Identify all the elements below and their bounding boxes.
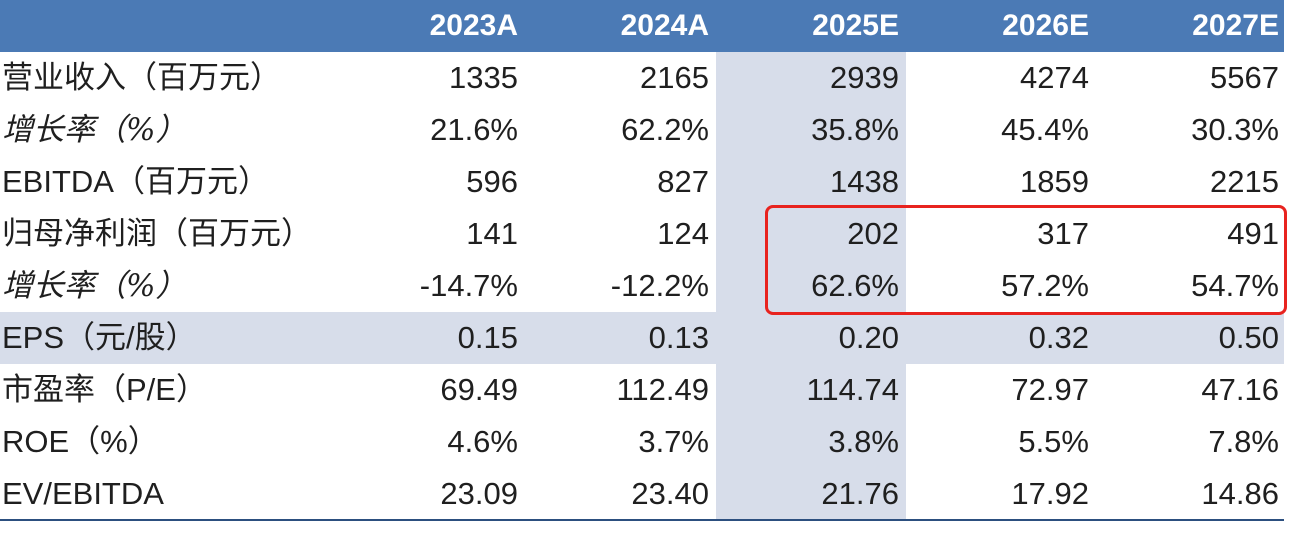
table-cell: 45.4% <box>1001 112 1089 147</box>
table-cell: 141 <box>466 216 518 251</box>
table-cell: 5567 <box>1210 60 1279 95</box>
row-label: EV/EBITDA <box>2 476 164 511</box>
table-cell: 317 <box>1037 216 1089 251</box>
table-cell: 14.86 <box>1201 476 1279 511</box>
table-cell: -12.2% <box>610 268 709 303</box>
table-cell: 1335 <box>449 60 518 95</box>
table-cell: 7.8% <box>1208 424 1279 459</box>
table-cell: 5.5% <box>1018 424 1089 459</box>
row-label: 市盈率（P/E） <box>2 372 207 407</box>
row-label: ROE（%） <box>2 424 159 459</box>
table-cell: 0.20 <box>838 320 899 355</box>
table-cell: 1438 <box>830 164 899 199</box>
table-row-eps: EPS（元/股） 0.15 0.13 0.20 0.32 0.50 <box>0 312 1284 364</box>
row-label: 增长率（%） <box>2 268 187 304</box>
table-cell: 35.8% <box>811 112 899 147</box>
table-cell: 2939 <box>830 60 899 95</box>
table-cell: 72.97 <box>1011 372 1089 407</box>
table-cell: 54.7% <box>1191 268 1279 303</box>
header-year-2024a: 2024A <box>620 9 709 42</box>
table-cell: 0.50 <box>1218 320 1279 355</box>
table-cell: 2215 <box>1210 164 1279 199</box>
forecast-column-shade <box>716 52 906 520</box>
table-cell: 21.76 <box>821 476 899 511</box>
header-year-2027e: 2027E <box>1192 9 1279 42</box>
table-cell: 2165 <box>640 60 709 95</box>
table-cell: 0.15 <box>457 320 518 355</box>
header-year-2023a: 2023A <box>429 9 518 42</box>
table-cell: 23.09 <box>440 476 518 511</box>
header-label <box>2 0 332 52</box>
table-row-roe: ROE（%） 4.6% 3.7% 3.8% 5.5% 7.8% <box>0 416 1284 468</box>
table-cell: 0.32 <box>1028 320 1089 355</box>
row-label: 增长率（%） <box>2 112 187 148</box>
table-cell: 57.2% <box>1001 268 1089 303</box>
table-cell: 30.3% <box>1191 112 1279 147</box>
table-cell: 17.92 <box>1011 476 1089 511</box>
table-cell: 62.6% <box>811 268 899 303</box>
header-row: 2023A 2024A 2025E 2026E 2027E <box>0 0 1284 52</box>
table-cell: 596 <box>466 164 518 199</box>
table-cell: 4.6% <box>447 424 518 459</box>
table-cell: 62.2% <box>621 112 709 147</box>
table-cell: -14.7% <box>419 268 518 303</box>
table-cell: 491 <box>1227 216 1279 251</box>
table-row-ev-ebitda: EV/EBITDA 23.09 23.40 21.76 17.92 14.86 <box>0 468 1284 520</box>
table-cell: 0.13 <box>648 320 709 355</box>
table-row-revenue-growth: 增长率（%） 21.6% 62.2% 35.8% 45.4% 30.3% <box>0 104 1284 156</box>
table-bottom-rule <box>0 519 1284 521</box>
table-cell: 47.16 <box>1201 372 1279 407</box>
table-cell: 202 <box>847 216 899 251</box>
table-cell: 21.6% <box>430 112 518 147</box>
table-cell: 112.49 <box>616 372 709 407</box>
header-year-2025e: 2025E <box>812 9 899 42</box>
table-cell: 3.8% <box>828 424 899 459</box>
table-row-net-profit-growth: 增长率（%） -14.7% -12.2% 62.6% 57.2% 54.7% <box>0 260 1284 312</box>
row-label: 归母净利润（百万元） <box>2 216 312 251</box>
table-cell: 124 <box>657 216 709 251</box>
table-row-pe: 市盈率（P/E） 69.49 112.49 114.74 72.97 47.16 <box>0 364 1284 416</box>
row-label: 营业收入（百万元） <box>2 60 281 95</box>
row-label: EPS（元/股） <box>2 320 197 355</box>
table-row-net-profit: 归母净利润（百万元） 141 124 202 317 491 <box>0 208 1284 260</box>
table-cell: 23.40 <box>631 476 709 511</box>
table-row-ebitda: EBITDA（百万元） 596 827 1438 1859 2215 <box>0 156 1284 208</box>
table-cell: 4274 <box>1020 60 1089 95</box>
table-cell: 114.74 <box>806 372 899 407</box>
table-cell: 1859 <box>1020 164 1089 199</box>
table-cell: 3.7% <box>638 424 709 459</box>
table-row-revenue: 营业收入（百万元） 1335 2165 2939 4274 5567 <box>0 52 1284 104</box>
table-cell: 69.49 <box>440 372 518 407</box>
row-label: EBITDA（百万元） <box>2 164 269 199</box>
highlight-box <box>765 205 1287 315</box>
table-cell: 827 <box>657 164 709 199</box>
header-year-2026e: 2026E <box>1002 9 1089 42</box>
